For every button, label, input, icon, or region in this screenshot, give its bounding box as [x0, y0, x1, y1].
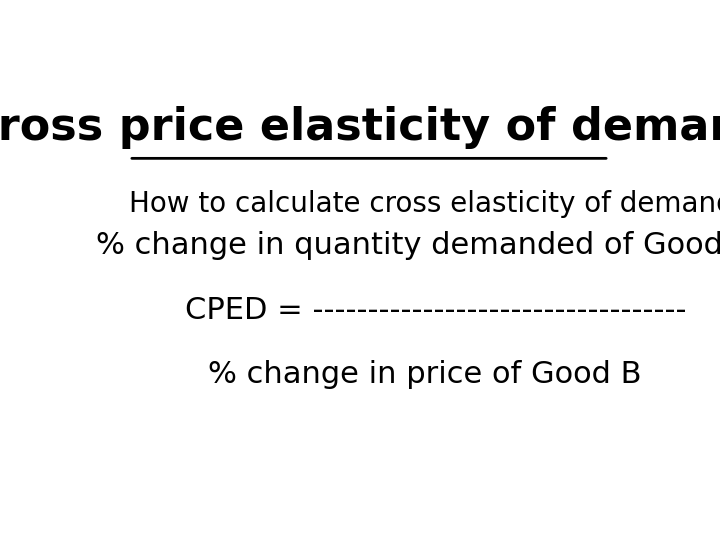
Text: % change in price of Good B: % change in price of Good B — [208, 360, 642, 389]
Text: % change in quantity demanded of Good A: % change in quantity demanded of Good A — [96, 231, 720, 260]
Text: How to calculate cross elasticity of demand:: How to calculate cross elasticity of dem… — [129, 190, 720, 218]
Text: Cross price elasticity of demand: Cross price elasticity of demand — [0, 106, 720, 150]
Text: CPED = ----------------------------------: CPED = ---------------------------------… — [185, 295, 686, 325]
